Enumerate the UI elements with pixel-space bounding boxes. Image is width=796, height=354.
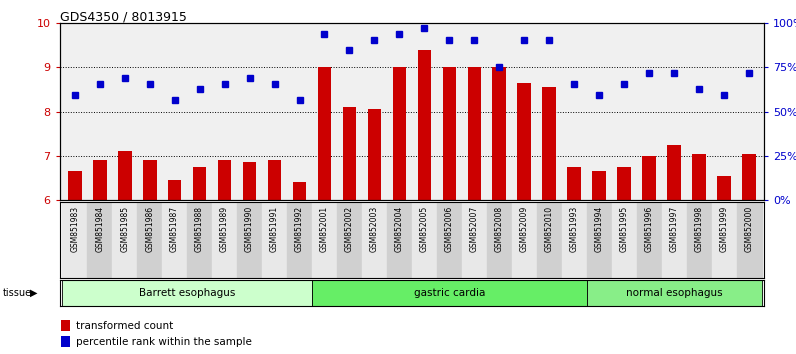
Text: gastric cardia: gastric cardia [414,288,485,298]
Text: tissue: tissue [2,288,32,298]
Bar [61,320,70,331]
Bar [187,202,212,278]
Text: GSM851995: GSM851995 [620,206,629,252]
Bar [118,152,131,200]
Bar [293,182,306,200]
Bar [237,202,262,278]
Text: GSM852009: GSM852009 [520,206,529,252]
Bar [642,156,656,200]
Bar [137,202,162,278]
Bar [743,154,756,200]
Text: GSM852002: GSM852002 [345,206,354,252]
Bar [342,107,357,200]
Bar [542,87,556,200]
Text: GSM851983: GSM851983 [70,206,79,252]
Text: GSM851986: GSM851986 [145,206,154,252]
Bar [217,160,232,200]
Text: ▶: ▶ [30,288,37,298]
Bar [661,202,687,278]
Text: GSM851990: GSM851990 [245,206,254,252]
Bar [387,202,412,278]
Text: percentile rank within the sample: percentile rank within the sample [76,337,252,347]
Text: GSM851987: GSM851987 [170,206,179,252]
Bar [212,202,237,278]
Bar [712,202,736,278]
Bar [568,167,581,200]
Text: GSM851996: GSM851996 [645,206,654,252]
Bar [637,202,661,278]
Text: normal esophagus: normal esophagus [626,288,723,298]
Bar [262,202,287,278]
Bar [368,109,381,200]
Bar [717,176,731,200]
Text: GSM851997: GSM851997 [669,206,679,252]
Text: GSM851991: GSM851991 [270,206,279,252]
Bar [687,202,712,278]
Bar [618,167,631,200]
Bar [493,67,506,200]
Text: GSM852008: GSM852008 [495,206,504,252]
Text: GSM851998: GSM851998 [695,206,704,252]
Bar [318,67,331,200]
Text: GSM852004: GSM852004 [395,206,404,252]
Bar [287,202,312,278]
Bar [693,154,706,200]
Bar [462,202,487,278]
Bar [267,160,282,200]
Bar [592,171,607,200]
Text: GSM851993: GSM851993 [570,206,579,252]
Text: GSM852001: GSM852001 [320,206,329,252]
Text: GSM851989: GSM851989 [220,206,229,252]
Bar [68,171,81,200]
Bar [412,202,437,278]
Text: GSM851999: GSM851999 [720,206,728,252]
Text: transformed count: transformed count [76,321,173,331]
Text: GDS4350 / 8013915: GDS4350 / 8013915 [60,11,186,24]
Bar [168,180,181,200]
Bar [392,67,406,200]
Bar [612,202,637,278]
Text: GSM852000: GSM852000 [745,206,754,252]
Bar [362,202,387,278]
Text: GSM851994: GSM851994 [595,206,604,252]
Text: GSM852006: GSM852006 [445,206,454,252]
Bar [193,167,206,200]
Bar [337,202,362,278]
Text: GSM852005: GSM852005 [420,206,429,252]
Text: GSM852007: GSM852007 [470,206,479,252]
Bar [61,336,70,347]
Text: GSM851984: GSM851984 [96,206,104,252]
Bar [437,202,462,278]
Bar [512,202,537,278]
Bar [62,202,88,278]
Bar [88,202,112,278]
Bar [418,50,431,200]
Bar [736,202,762,278]
Bar [162,202,187,278]
Text: Barrett esophagus: Barrett esophagus [139,288,236,298]
Bar [93,160,107,200]
Bar [312,202,337,278]
Bar [517,83,531,200]
Text: GSM851988: GSM851988 [195,206,204,252]
Bar [243,162,256,200]
Bar [142,160,157,200]
Text: GSM851992: GSM851992 [295,206,304,252]
Bar [443,67,456,200]
FancyBboxPatch shape [587,280,762,306]
Bar [487,202,512,278]
FancyBboxPatch shape [312,280,587,306]
Text: GSM851985: GSM851985 [120,206,129,252]
Bar [667,145,681,200]
Bar [537,202,562,278]
Bar [467,67,482,200]
Text: GSM852003: GSM852003 [370,206,379,252]
Bar [587,202,612,278]
FancyBboxPatch shape [62,280,312,306]
Text: GSM852010: GSM852010 [544,206,554,252]
Bar [562,202,587,278]
Bar [112,202,137,278]
